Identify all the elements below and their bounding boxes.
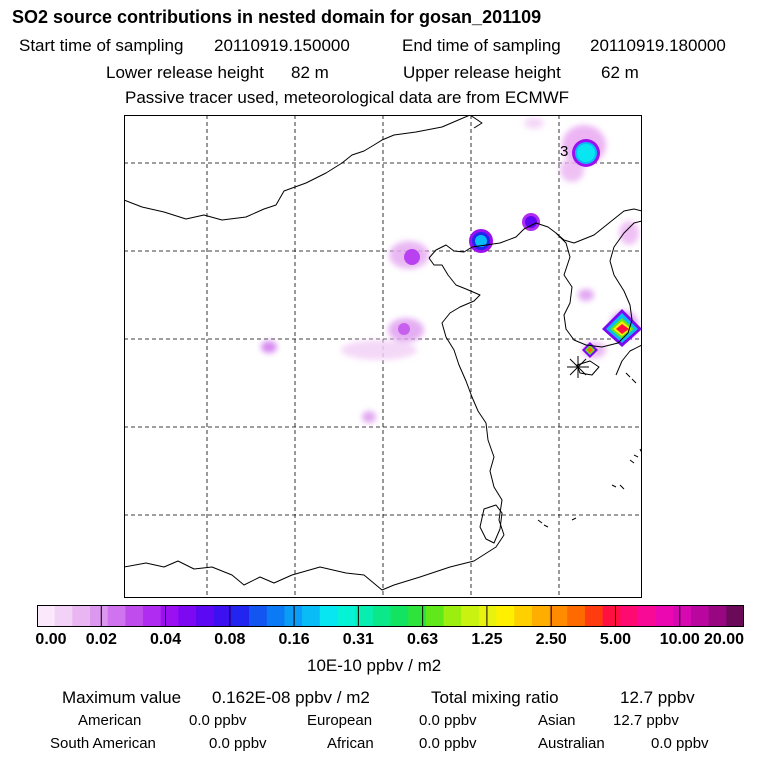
receptor-asterisk-icon bbox=[567, 356, 589, 378]
end-time-value: 20110919.180000 bbox=[590, 36, 726, 55]
colorbar-segment bbox=[90, 605, 109, 627]
source-marker-label: 3 bbox=[560, 143, 568, 160]
colorbar-segment bbox=[443, 605, 462, 627]
colorbar-segment bbox=[302, 605, 321, 627]
colorbar-segment bbox=[655, 605, 674, 627]
colorbar-segment bbox=[673, 605, 692, 627]
colorbar-segment bbox=[213, 605, 232, 627]
colorbar-tick-label: 2.50 bbox=[535, 631, 567, 648]
colorbar-segment bbox=[690, 605, 710, 627]
colorbar-segment bbox=[726, 605, 744, 627]
colorbar-tick-label: 20.00 bbox=[703, 631, 745, 648]
colorbar bbox=[37, 605, 744, 627]
total-mixing-value: 12.7 ppbv bbox=[620, 688, 695, 707]
plot-title: SO2 source contributions in nested domai… bbox=[12, 7, 542, 27]
south-american-value: 0.0 ppbv bbox=[209, 735, 267, 752]
colorbar-tick-label: 1.25 bbox=[471, 631, 503, 648]
colorbar-segment bbox=[461, 605, 480, 627]
colorbar-tick-label: 0.31 bbox=[342, 631, 374, 648]
colorbar-segment bbox=[549, 605, 568, 627]
colorbar-segment bbox=[408, 605, 427, 627]
colorbar-segment bbox=[37, 605, 56, 627]
max-value: 0.162E-08 ppbv / m2 bbox=[212, 688, 370, 707]
colorbar-segment bbox=[425, 605, 445, 627]
start-time-value: 20110919.150000 bbox=[214, 36, 350, 55]
colorbar-segment bbox=[54, 605, 73, 627]
colorbar-segment bbox=[249, 605, 268, 627]
african-value: 0.0 ppbv bbox=[419, 735, 477, 752]
colorbar-segment bbox=[602, 605, 621, 627]
map-gridlines bbox=[124, 115, 642, 598]
colorbar-segment bbox=[708, 605, 727, 627]
colorbar-tick-label: 0.08 bbox=[214, 631, 246, 648]
colorbar-segment bbox=[160, 605, 179, 627]
colorbar-segment bbox=[496, 605, 515, 627]
lower-release-value: 82 m bbox=[291, 63, 329, 82]
so2-plumes bbox=[261, 117, 642, 423]
colorbar-segment bbox=[372, 605, 391, 627]
colorbar-tick-label: 0.04 bbox=[149, 631, 182, 648]
colorbar-segment bbox=[584, 605, 604, 627]
colorbar-segment bbox=[196, 605, 215, 627]
colorbar-segment bbox=[478, 605, 498, 627]
tracer-note: Passive tracer used, meteorological data… bbox=[125, 88, 570, 107]
end-time-label: End time of sampling bbox=[402, 36, 561, 55]
colorbar-svg bbox=[37, 605, 744, 627]
asian-value: 12.7 ppbv bbox=[613, 712, 679, 729]
lower-release-label: Lower release height bbox=[106, 63, 264, 82]
south-american-label: South American bbox=[50, 735, 156, 752]
colorbar-segment bbox=[514, 605, 533, 627]
colorbar-tick-label: 10.00 bbox=[659, 631, 700, 648]
upper-release-label: Upper release height bbox=[403, 63, 561, 82]
colorbar-tick-label: 0.00 bbox=[35, 631, 67, 648]
colorbar-segment bbox=[620, 605, 639, 627]
european-label: European bbox=[307, 712, 373, 729]
colorbar-segment bbox=[231, 605, 250, 627]
colorbar-segment bbox=[390, 605, 409, 627]
african-label: African bbox=[327, 735, 374, 752]
australian-value: 0.0 ppbv bbox=[651, 735, 709, 752]
american-value: 0.0 ppbv bbox=[189, 712, 247, 729]
colorbar-segment bbox=[143, 605, 162, 627]
start-time-label: Start time of sampling bbox=[19, 36, 184, 55]
colorbar-segment bbox=[567, 605, 586, 627]
colorbar-tick-label: 5.00 bbox=[599, 631, 632, 648]
american-label: American bbox=[78, 712, 142, 729]
colorbar-segment bbox=[355, 605, 374, 627]
colorbar-segment bbox=[72, 605, 91, 627]
map-frame bbox=[124, 115, 642, 598]
upper-release-value: 62 m bbox=[601, 63, 639, 82]
european-value: 0.0 ppbv bbox=[419, 712, 477, 729]
map-panel: 3 bbox=[124, 115, 642, 598]
colorbar-segment bbox=[531, 605, 551, 627]
colorbar-tick-label: 0.63 bbox=[407, 631, 439, 648]
australian-label: Australian bbox=[538, 735, 605, 752]
coastlines bbox=[124, 115, 642, 598]
colorbar-segment bbox=[266, 605, 285, 627]
max-value-label: Maximum value bbox=[62, 688, 182, 707]
colorbar-segment bbox=[178, 605, 197, 627]
colorbar-segment bbox=[125, 605, 144, 627]
map-canvas: 3 bbox=[124, 115, 642, 598]
colorbar-segment bbox=[637, 605, 657, 627]
colorbar-segment bbox=[284, 605, 303, 627]
colorbar-segment bbox=[337, 605, 356, 627]
colorbar-segment bbox=[107, 605, 126, 627]
colorbar-tick-label: 0.16 bbox=[278, 631, 310, 648]
total-mixing-label: Total mixing ratio bbox=[431, 688, 559, 707]
asian-label: Asian bbox=[538, 712, 576, 729]
colorbar-frame bbox=[37, 605, 744, 627]
colorbar-segment bbox=[319, 605, 338, 627]
korea-hotspot bbox=[582, 309, 642, 358]
colorbar-tick-label: 0.02 bbox=[85, 631, 117, 648]
colorbar-unit: 10E-10 ppbv / m2 bbox=[307, 656, 442, 675]
